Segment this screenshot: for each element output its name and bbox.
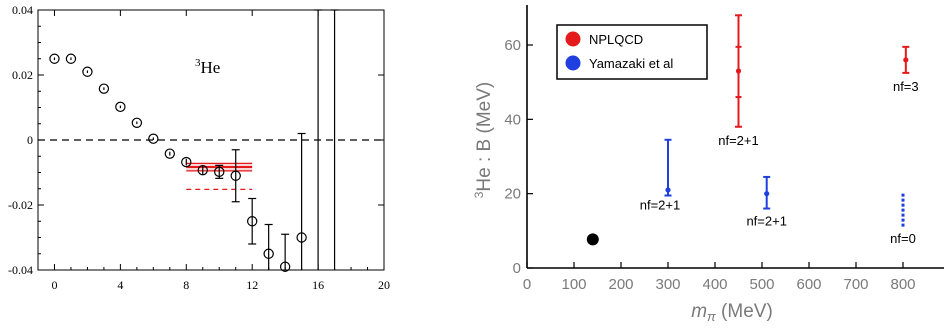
data-point	[148, 133, 159, 144]
data-point	[181, 156, 192, 168]
x-label-pi: π	[707, 309, 716, 324]
point-label: nf=3	[893, 79, 919, 94]
x-tick-label: 200	[608, 276, 633, 293]
legend: NPLQCD Yamazaki et al	[556, 24, 708, 80]
x-tick-label: 100	[561, 276, 586, 293]
data-point	[263, 248, 274, 259]
legend-label-yamazaki: Yamazaki et al	[589, 56, 673, 71]
x-tick-label: 300	[655, 276, 680, 293]
point-label: nf=2+1	[746, 214, 787, 229]
legend-box	[556, 24, 708, 80]
point-label: nf=2+1	[640, 198, 681, 213]
data-point	[246, 216, 258, 227]
x-tick-label: 20	[378, 278, 390, 292]
x-tick-label: 8	[183, 278, 189, 292]
y-tick-label: -0.04	[8, 263, 33, 277]
data-point	[131, 117, 143, 128]
annotation-superscript: 3	[195, 57, 201, 69]
y-tick-label: 20	[504, 186, 521, 203]
data-point	[279, 261, 291, 272]
data-point	[903, 57, 909, 63]
x-tick-label: 16	[312, 278, 324, 292]
x-label-unit: (MeV)	[716, 301, 773, 322]
x-tick-label: 400	[702, 276, 727, 293]
x-tick-label: 600	[796, 276, 821, 293]
data-point	[764, 191, 770, 197]
left-axis-ticks: 0 4 8 12 16 20 -0.04 -0.02 0 0.02 0.04	[8, 3, 390, 292]
y-label-main: He : B (MeV)	[474, 82, 495, 192]
point-label: nf=2+1	[718, 133, 759, 148]
y-tick-label: -0.02	[8, 198, 33, 212]
data-point	[296, 232, 307, 243]
x-tick-label: 0	[523, 276, 531, 293]
data-point	[98, 83, 110, 94]
right-axis-ticks: 0 100 200 300 400 500 600 700 800 0 20 40 60	[504, 37, 915, 293]
data-point	[164, 148, 176, 159]
data-point	[735, 68, 742, 74]
data-point	[82, 66, 93, 77]
left-data-points	[49, 9, 339, 272]
data-point	[65, 53, 77, 64]
data-point	[214, 166, 225, 178]
y-tick-label: 0.02	[12, 68, 33, 82]
data-point	[230, 170, 241, 181]
legend-label-nplqcd: NPLQCD	[589, 32, 643, 47]
y-tick-label: 0.04	[12, 3, 33, 17]
y-tick-label: 0	[27, 133, 33, 147]
x-tick-label: 800	[890, 276, 915, 293]
right-x-axis-label: mπ (MeV)	[691, 301, 773, 324]
y-tick-label: 0	[513, 260, 521, 277]
left-annotation-3he: 3He	[195, 57, 220, 77]
right-y-axis-label: 3He : B (MeV)	[472, 82, 495, 199]
point-label: nf=0	[890, 231, 916, 246]
legend-marker-yamazaki	[565, 55, 581, 71]
y-label-sup: 3	[472, 191, 486, 198]
annotation-main: He	[201, 58, 221, 77]
x-tick-label: 4	[117, 278, 123, 292]
data-point	[665, 187, 671, 193]
x-label-m: m	[691, 301, 707, 322]
data-point	[49, 53, 60, 64]
y-tick-label: 40	[504, 111, 521, 128]
x-tick-label: 700	[843, 276, 868, 293]
data-point	[115, 101, 126, 113]
x-tick-label: 0	[51, 278, 57, 292]
data-point	[197, 165, 208, 176]
y-tick-label: 60	[504, 37, 521, 54]
physical-point	[586, 233, 599, 246]
x-tick-label: 12	[246, 278, 258, 292]
right-data-series: nf=2+1 nf=3 nf=2+1 nf=2+1 nf=0	[586, 14, 919, 246]
legend-marker-nplqcd	[565, 31, 581, 47]
x-tick-label: 500	[749, 276, 774, 293]
left-plot: 0 4 8 12 16 20 -0.04 -0.02 0 0.02 0.04 3He	[8, 3, 390, 292]
